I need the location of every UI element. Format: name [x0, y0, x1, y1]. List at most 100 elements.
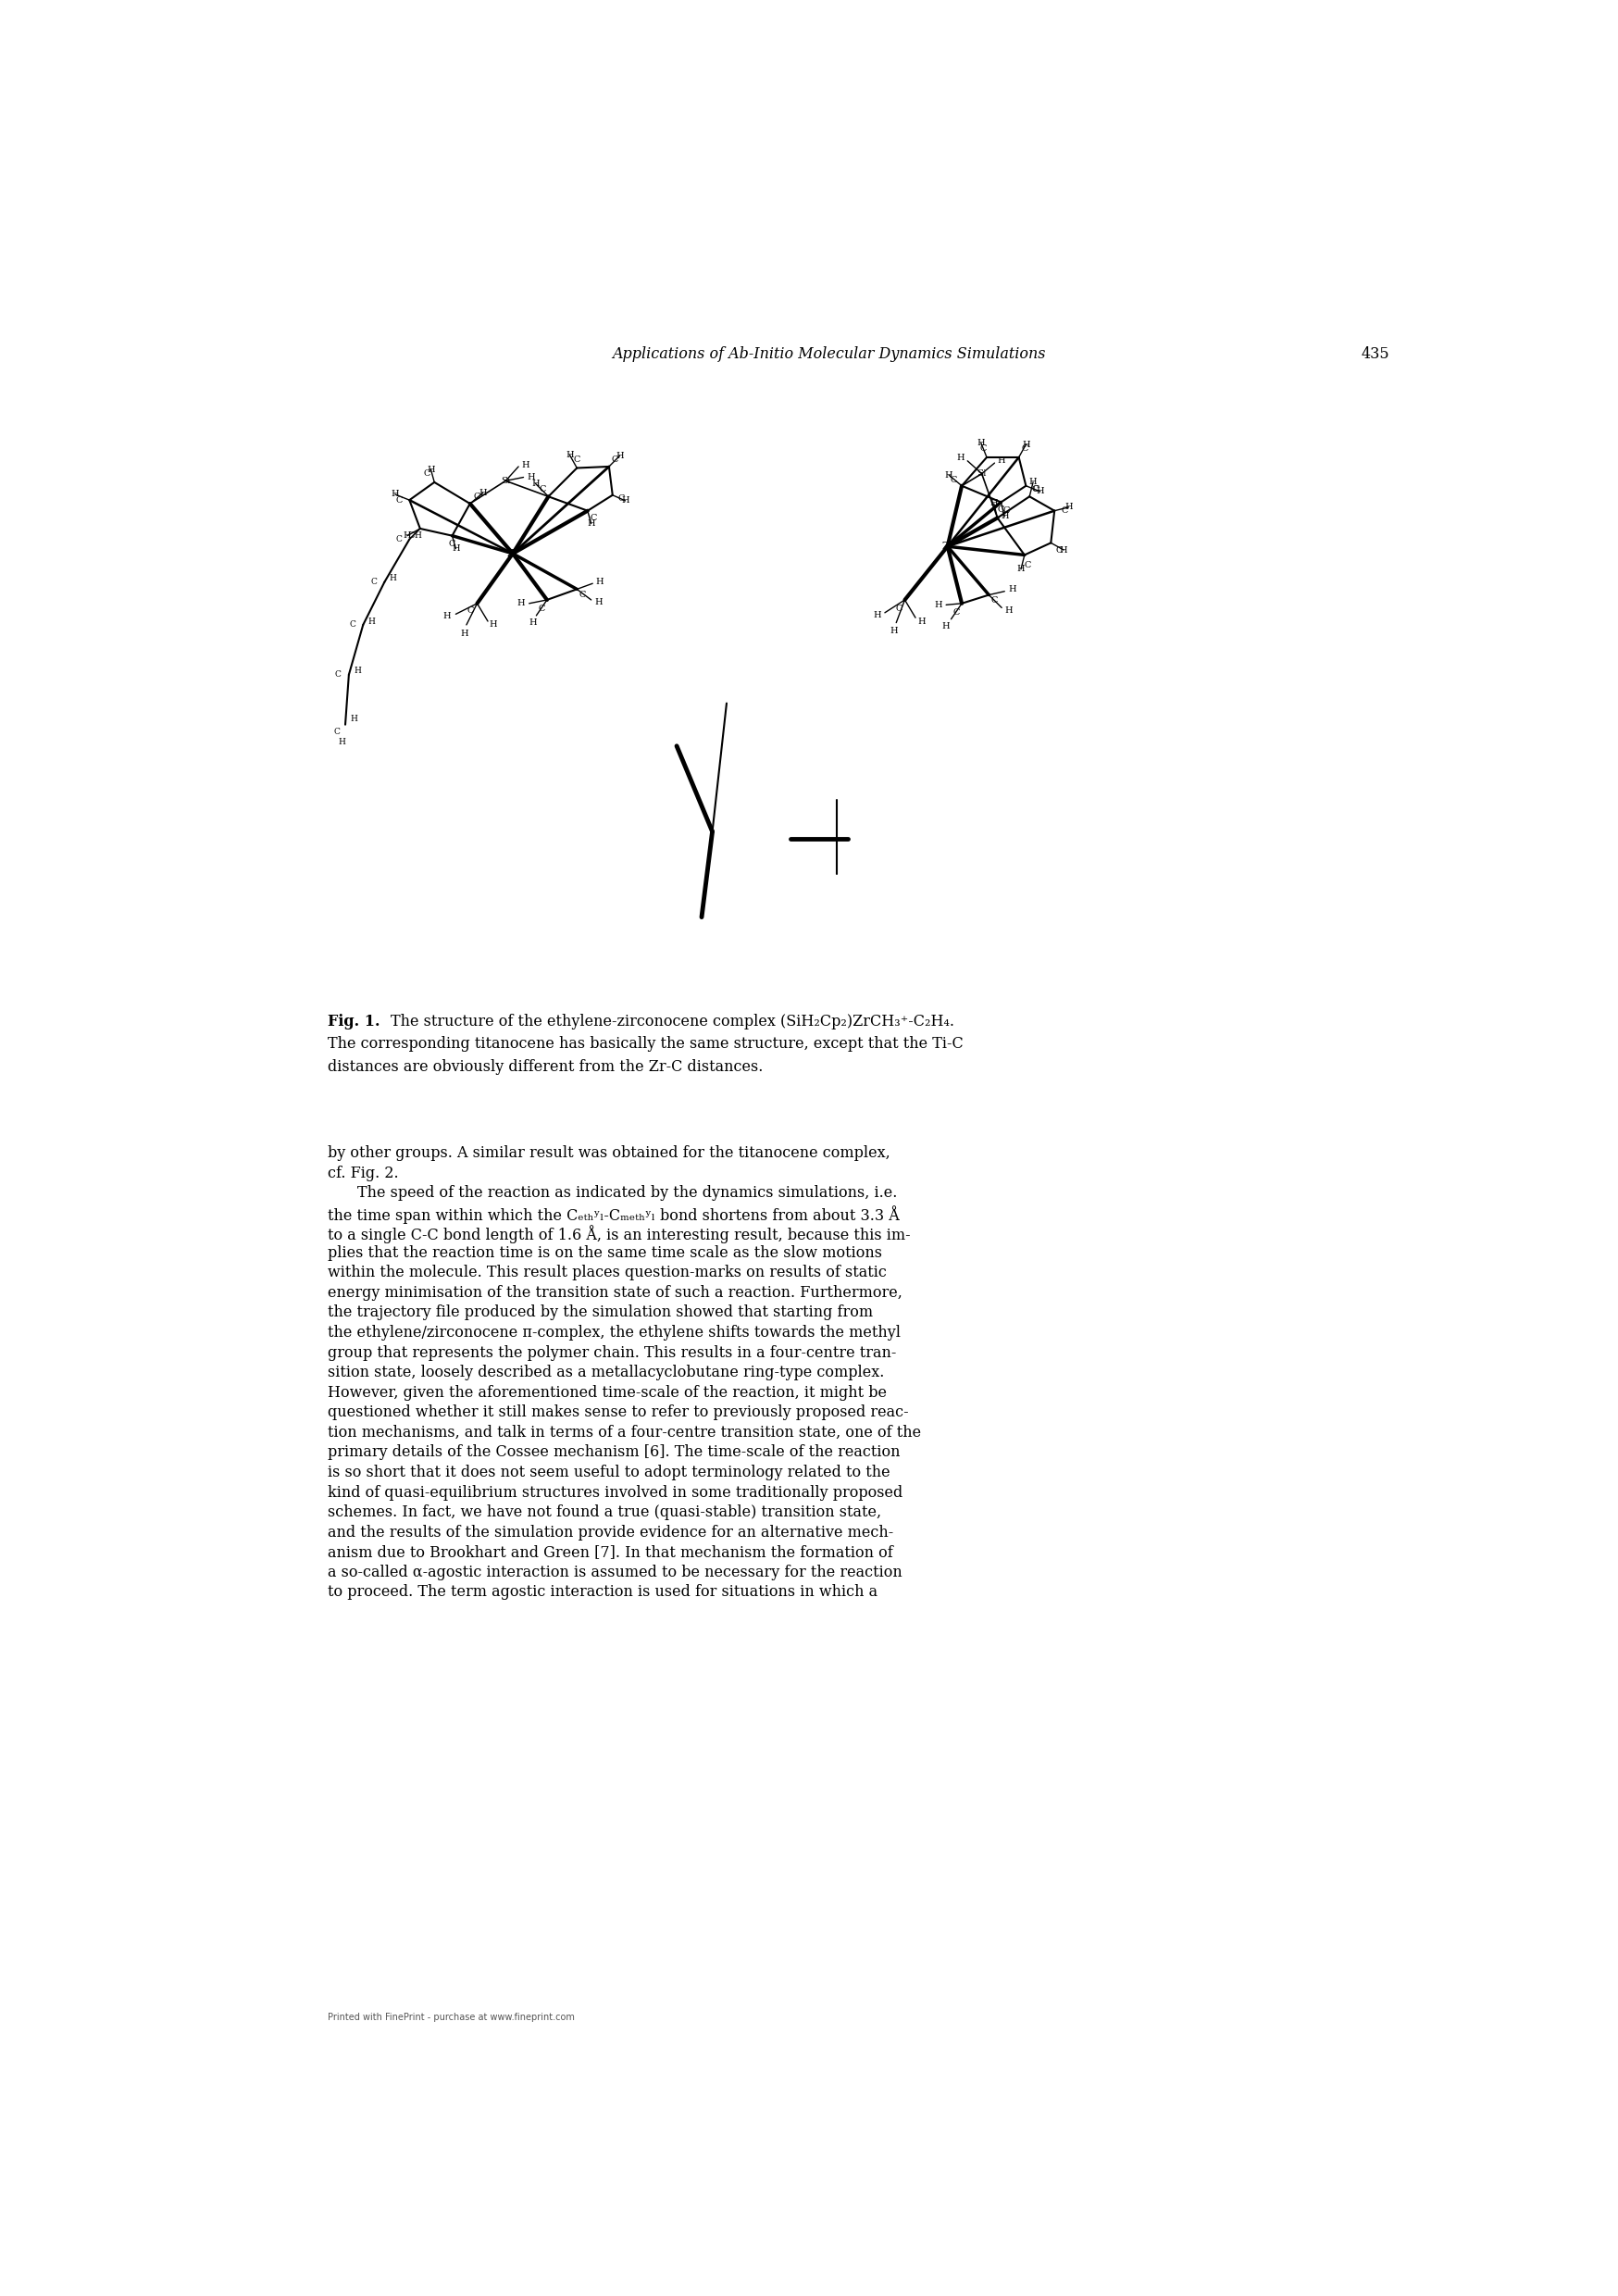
Text: C: C: [612, 455, 618, 464]
Text: C: C: [896, 604, 903, 613]
Text: The speed of the reaction as indicated by the dynamics simulations, i.e.: The speed of the reaction as indicated b…: [327, 1185, 896, 1201]
Text: questioned whether it still makes sense to refer to previously proposed reac-: questioned whether it still makes sense …: [327, 1405, 908, 1421]
Text: energy minimisation of the transition state of such a reaction. Furthermore,: energy minimisation of the transition st…: [327, 1286, 903, 1300]
Text: H: H: [942, 622, 950, 631]
Text: H: H: [1005, 606, 1013, 615]
Text: H: H: [489, 620, 497, 629]
Text: H: H: [403, 533, 411, 540]
Text: C: C: [1032, 484, 1039, 494]
Text: H: H: [1023, 441, 1031, 448]
Text: and the results of the simulation provide evidence for an alternative mech-: and the results of the simulation provid…: [327, 1525, 893, 1541]
Text: H: H: [945, 471, 953, 480]
Text: C: C: [591, 514, 597, 521]
Text: H: H: [566, 450, 574, 459]
Text: C: C: [998, 505, 1005, 514]
Text: C: C: [579, 590, 586, 599]
Text: C: C: [1057, 546, 1063, 553]
Text: C: C: [1003, 507, 1010, 514]
Text: H: H: [1036, 487, 1044, 496]
Text: H: H: [521, 461, 529, 468]
Text: distances are obviously different from the Zr-C distances.: distances are obviously different from t…: [327, 1058, 762, 1075]
Text: The structure of the ethylene-zirconocene complex (SiH₂Cp₂)ZrCH₃⁺-C₂H₄.: The structure of the ethylene-zirconocen…: [390, 1013, 955, 1029]
Text: C: C: [539, 484, 547, 494]
Text: C: C: [466, 606, 474, 615]
Text: H: H: [990, 501, 998, 507]
Text: H: H: [621, 496, 629, 505]
Text: Applications of Ab-Initio Molecular Dynamics Simulations: Applications of Ab-Initio Molecular Dyna…: [612, 347, 1047, 363]
Text: H: H: [338, 739, 345, 746]
Text: C: C: [424, 471, 430, 478]
Text: H: H: [998, 457, 1006, 466]
Text: H: H: [890, 627, 898, 636]
Text: H: H: [1029, 478, 1037, 487]
Text: Fig. 1.: Fig. 1.: [327, 1013, 380, 1029]
Text: H: H: [392, 491, 400, 498]
Text: C: C: [1024, 560, 1032, 569]
Text: C: C: [953, 608, 959, 615]
Text: H: H: [1018, 565, 1024, 574]
Text: H: H: [1008, 585, 1016, 592]
Text: C: C: [1021, 445, 1027, 452]
Text: C: C: [395, 496, 403, 505]
Text: H: H: [587, 519, 595, 528]
Text: H: H: [529, 618, 537, 627]
Text: the ethylene/zirconocene π-complex, the ethylene shifts towards the methyl: the ethylene/zirconocene π-complex, the …: [327, 1325, 901, 1341]
Text: H: H: [518, 599, 526, 608]
Text: Si: Si: [977, 471, 987, 478]
Text: 435: 435: [1361, 347, 1390, 363]
Text: H: H: [1060, 546, 1068, 553]
Text: C: C: [950, 475, 956, 484]
Text: H: H: [956, 455, 964, 461]
Text: H: H: [917, 618, 925, 625]
Text: within the molecule. This result places question-marks on results of static: within the molecule. This result places …: [327, 1265, 887, 1281]
Text: tion mechanisms, and talk in terms of a four-centre transition state, one of the: tion mechanisms, and talk in terms of a …: [327, 1424, 921, 1440]
Text: H: H: [594, 597, 602, 606]
Text: H: H: [367, 618, 375, 625]
Text: Zr: Zr: [506, 549, 519, 558]
Text: H: H: [390, 574, 396, 583]
Text: to proceed. The term agostic interaction is used for situations in which a: to proceed. The term agostic interaction…: [327, 1584, 877, 1600]
Text: primary details of the Cossee mechanism [6]. The time-scale of the reaction: primary details of the Cossee mechanism …: [327, 1444, 900, 1460]
Text: H: H: [479, 489, 487, 498]
Text: cf. Fig. 2.: cf. Fig. 2.: [327, 1164, 398, 1180]
Text: sition state, loosely described as a metallacyclobutane ring-type complex.: sition state, loosely described as a met…: [327, 1364, 883, 1380]
Text: C: C: [395, 535, 401, 544]
Text: H: H: [414, 533, 422, 540]
Text: H: H: [527, 473, 536, 482]
Text: H: H: [460, 629, 468, 638]
Text: H: H: [451, 544, 460, 553]
Text: C: C: [335, 670, 341, 680]
Text: C: C: [333, 728, 340, 737]
Text: C: C: [371, 579, 377, 585]
Text: However, given the aforementioned time-scale of the reaction, it might be: However, given the aforementioned time-s…: [327, 1384, 887, 1401]
Text: schemes. In fact, we have not found a true (quasi-stable) transition state,: schemes. In fact, we have not found a tr…: [327, 1504, 882, 1520]
Text: Zr: Zr: [942, 542, 953, 551]
Text: Si: Si: [502, 478, 510, 484]
Text: a so-called α-agostic interaction is assumed to be necessary for the reaction: a so-called α-agostic interaction is ass…: [327, 1564, 903, 1580]
Text: C: C: [474, 491, 481, 501]
Text: C: C: [992, 597, 998, 604]
Text: C: C: [1061, 507, 1068, 514]
Text: to a single C-C bond length of 1.6 Å, is an interesting result, because this im-: to a single C-C bond length of 1.6 Å, is…: [327, 1226, 911, 1244]
Text: Printed with FinePrint - purchase at www.fineprint.com: Printed with FinePrint - purchase at www…: [327, 2014, 574, 2023]
Text: H: H: [349, 714, 358, 723]
Text: the time span within which the Cₑₜₕʸₗ‑Cₘₑₜₕʸₗ bond shortens from about 3.3 Å: the time span within which the Cₑₜₕʸₗ‑Cₘ…: [327, 1205, 900, 1224]
Text: H: H: [977, 439, 985, 448]
Text: C: C: [349, 620, 356, 629]
Text: H: H: [874, 611, 882, 620]
Text: H: H: [427, 466, 435, 473]
Text: kind of quasi-equilibrium structures involved in some traditionally proposed: kind of quasi-equilibrium structures inv…: [327, 1486, 903, 1499]
Text: group that represents the polymer chain. This results in a four-centre tran-: group that represents the polymer chain.…: [327, 1345, 896, 1362]
Text: C: C: [981, 445, 987, 452]
Text: C: C: [573, 455, 581, 464]
Text: is so short that it does not seem useful to adopt terminology related to the: is so short that it does not seem useful…: [327, 1465, 890, 1481]
Text: H: H: [595, 579, 604, 585]
Text: the trajectory file produced by the simulation showed that starting from: the trajectory file produced by the simu…: [327, 1304, 872, 1320]
Text: H: H: [1000, 512, 1008, 521]
Text: C: C: [448, 540, 456, 549]
Text: H: H: [532, 480, 539, 487]
Text: H: H: [934, 602, 942, 608]
Text: H: H: [1065, 503, 1073, 512]
Text: plies that the reaction time is on the same time scale as the slow motions: plies that the reaction time is on the s…: [327, 1244, 882, 1261]
Text: by other groups. A similar result was obtained for the titanocene complex,: by other groups. A similar result was ob…: [327, 1146, 890, 1162]
